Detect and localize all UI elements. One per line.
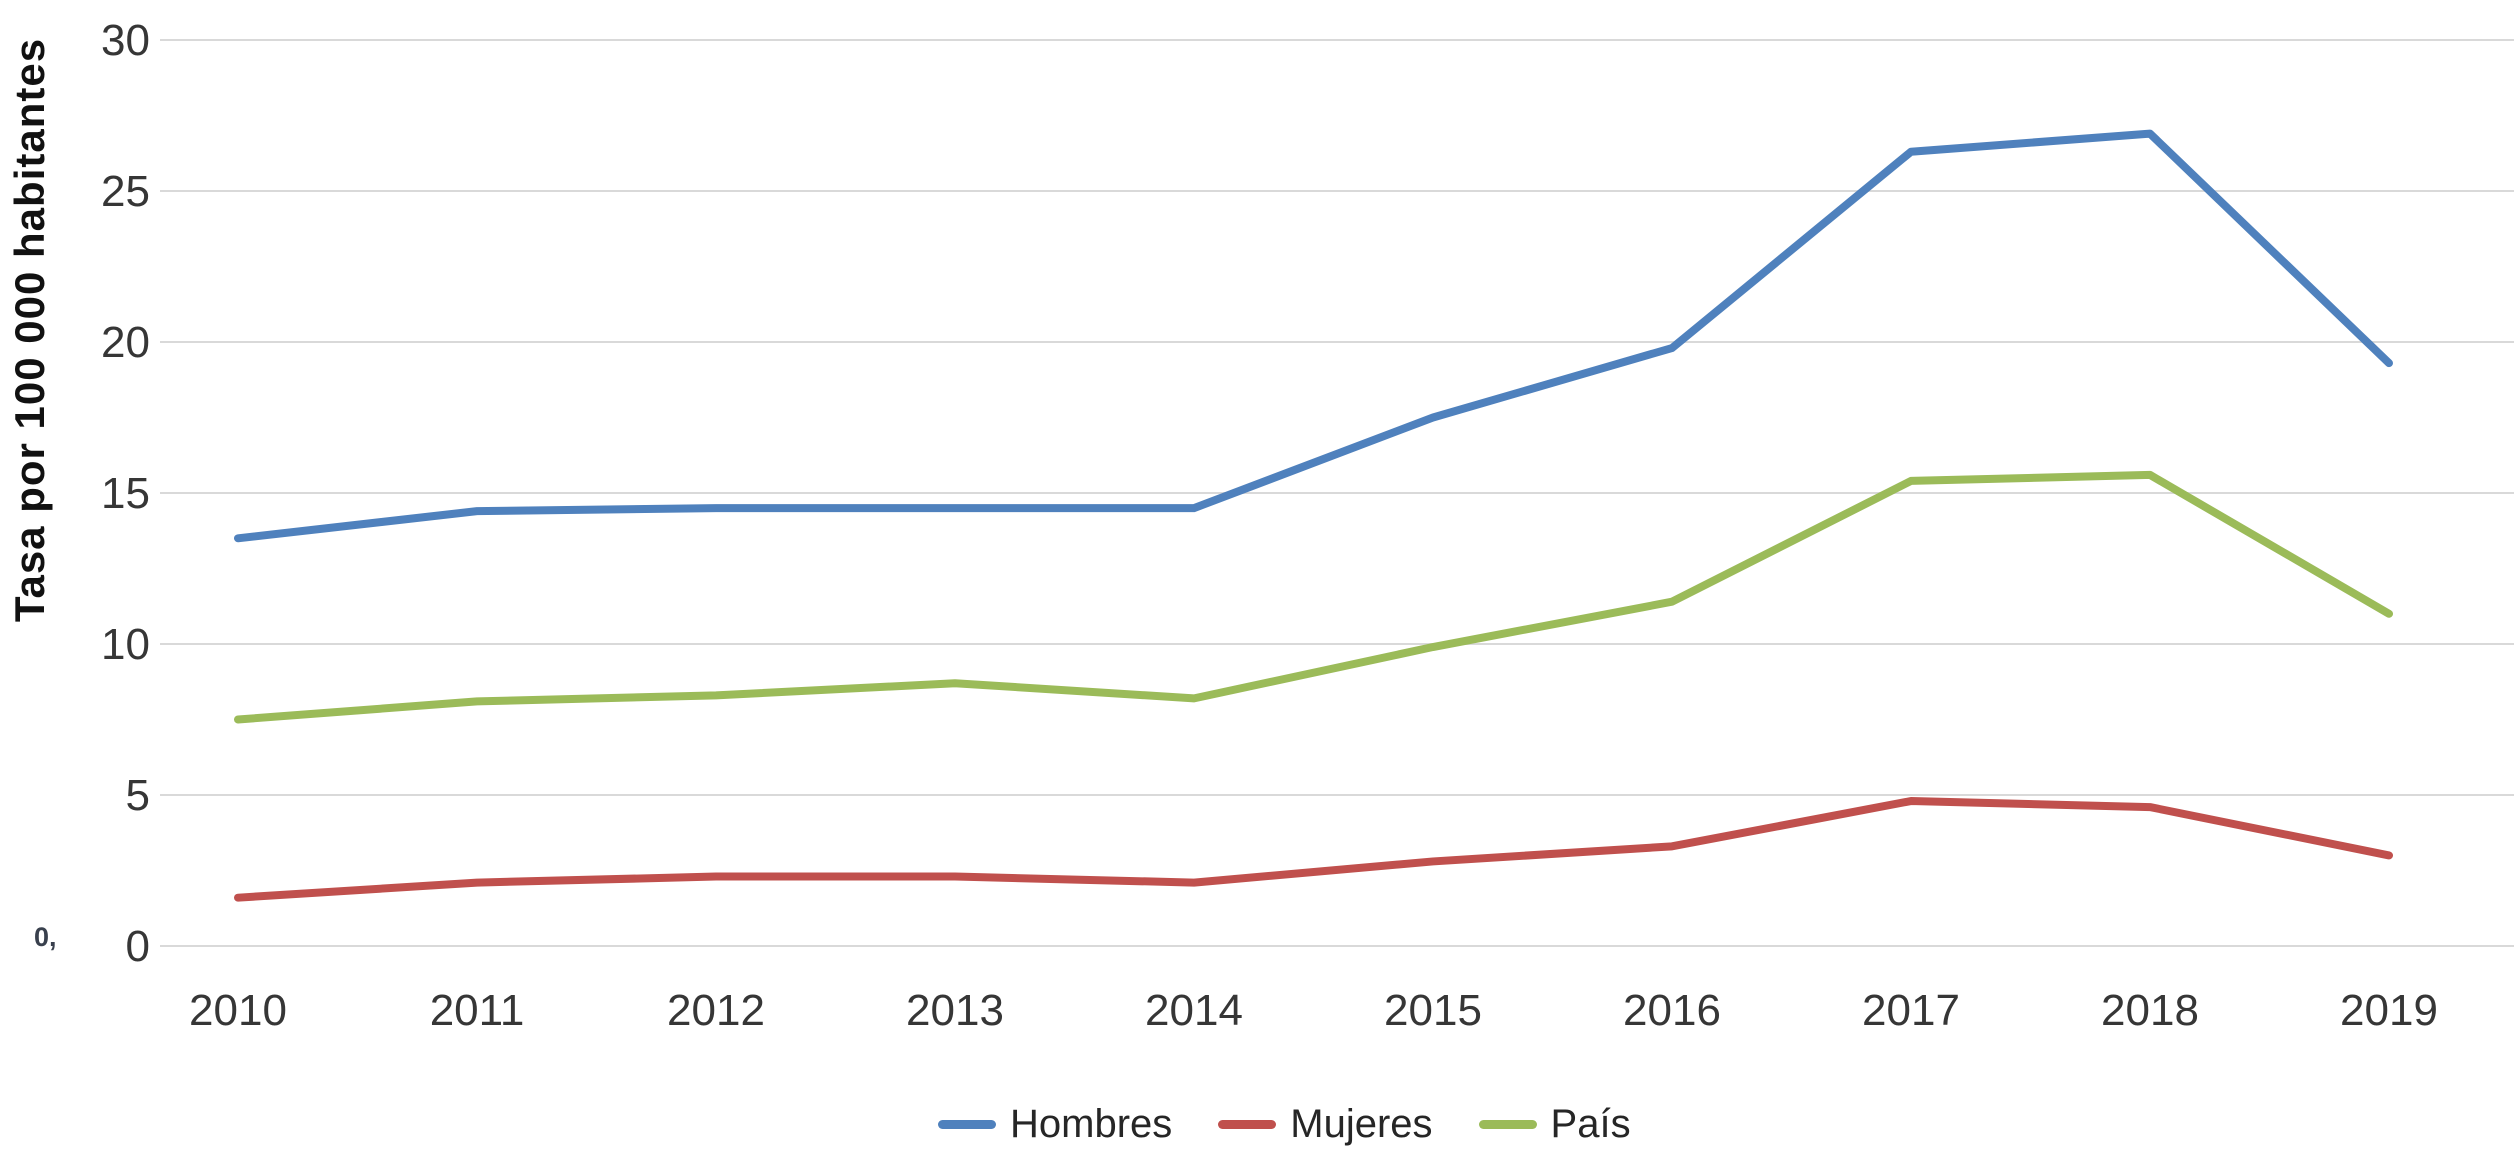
legend-label: Hombres xyxy=(1010,1101,1173,1146)
legend-label: Mujeres xyxy=(1290,1101,1433,1146)
y-tick-label: 15 xyxy=(101,469,150,518)
x-tick-label: 2018 xyxy=(2101,986,2199,1035)
y-tick-label: 30 xyxy=(101,16,150,65)
series-line-hombres xyxy=(234,129,2393,543)
legend-swatch xyxy=(1218,1119,1277,1129)
legend-swatch xyxy=(1478,1119,1537,1129)
y-tick-label: 25 xyxy=(101,167,150,216)
x-tick-label: 2016 xyxy=(1623,986,1721,1035)
legend-label: País xyxy=(1550,1101,1631,1146)
legend-item-mujeres: Mujeres xyxy=(1218,1101,1433,1147)
x-tick-label: 2013 xyxy=(906,986,1004,1035)
legend-item-pais: País xyxy=(1478,1101,1631,1147)
x-tick-label: 2012 xyxy=(667,986,765,1035)
x-tick-label: 2017 xyxy=(1862,986,1960,1035)
x-tick-label: 2019 xyxy=(2340,986,2438,1035)
x-tick-label: 2011 xyxy=(430,986,525,1035)
stray-zero-label: 0, xyxy=(34,922,57,952)
series-line-mujeres xyxy=(234,797,2393,902)
y-tick-label: 0 xyxy=(126,922,150,971)
y-tick-label: 20 xyxy=(101,318,150,367)
legend: Hombres Mujeres País xyxy=(938,1098,1631,1150)
series-line-pais xyxy=(234,470,2393,724)
legend-item-hombres: Hombres xyxy=(938,1102,1172,1147)
legend-swatch xyxy=(938,1119,996,1129)
x-tick-label: 2015 xyxy=(1384,986,1482,1035)
x-tick-label: 2014 xyxy=(1145,986,1243,1035)
x-tick-label: 2010 xyxy=(189,986,287,1035)
y-tick-label: 10 xyxy=(101,620,150,669)
y-tick-label: 5 xyxy=(126,771,150,820)
